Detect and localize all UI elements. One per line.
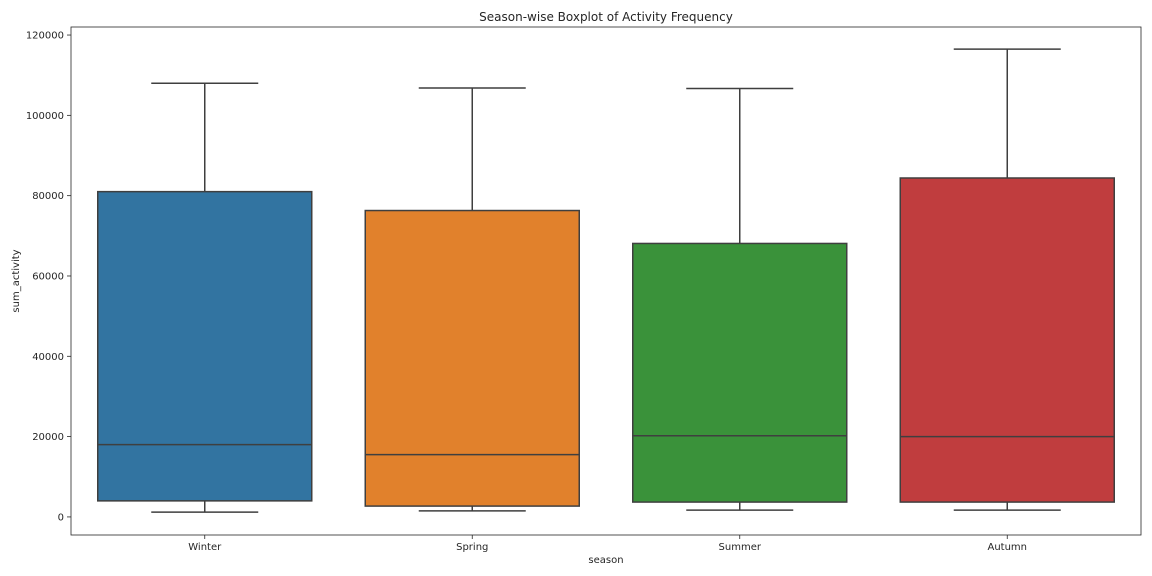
x-tick-label: Winter — [188, 542, 222, 553]
box-spring — [364, 87, 580, 512]
y-axis: 0 20000 40000 60000 80000 100000 120000 — [26, 31, 71, 523]
x-tick-label: Summer — [719, 542, 762, 553]
y-tick-label: 20000 — [32, 432, 64, 443]
y-axis-label: sum_activity — [11, 249, 22, 312]
y-tick-label: 60000 — [32, 271, 64, 282]
x-tick-label: Spring — [456, 542, 488, 553]
box-winter — [97, 82, 313, 513]
x-axis: Winter Spring Summer Autumn — [188, 535, 1027, 553]
x-axis-label: season — [588, 555, 623, 566]
y-tick-label: 40000 — [32, 352, 64, 363]
y-tick-label: 80000 — [32, 191, 64, 202]
iqr-box — [632, 242, 848, 503]
iqr-box — [364, 209, 580, 507]
plot-frame — [70, 26, 1142, 536]
boxes-layer — [97, 48, 1115, 513]
x-tick-label: Autumn — [987, 542, 1027, 553]
y-tick-label: 0 — [58, 512, 64, 523]
y-tick-label: 120000 — [26, 31, 64, 42]
box-autumn — [899, 48, 1115, 511]
chart-title: Season-wise Boxplot of Activity Frequenc… — [479, 10, 733, 24]
iqr-box — [899, 177, 1115, 503]
box-summer — [632, 87, 848, 511]
y-tick-label: 100000 — [26, 111, 64, 122]
iqr-box — [97, 190, 313, 502]
